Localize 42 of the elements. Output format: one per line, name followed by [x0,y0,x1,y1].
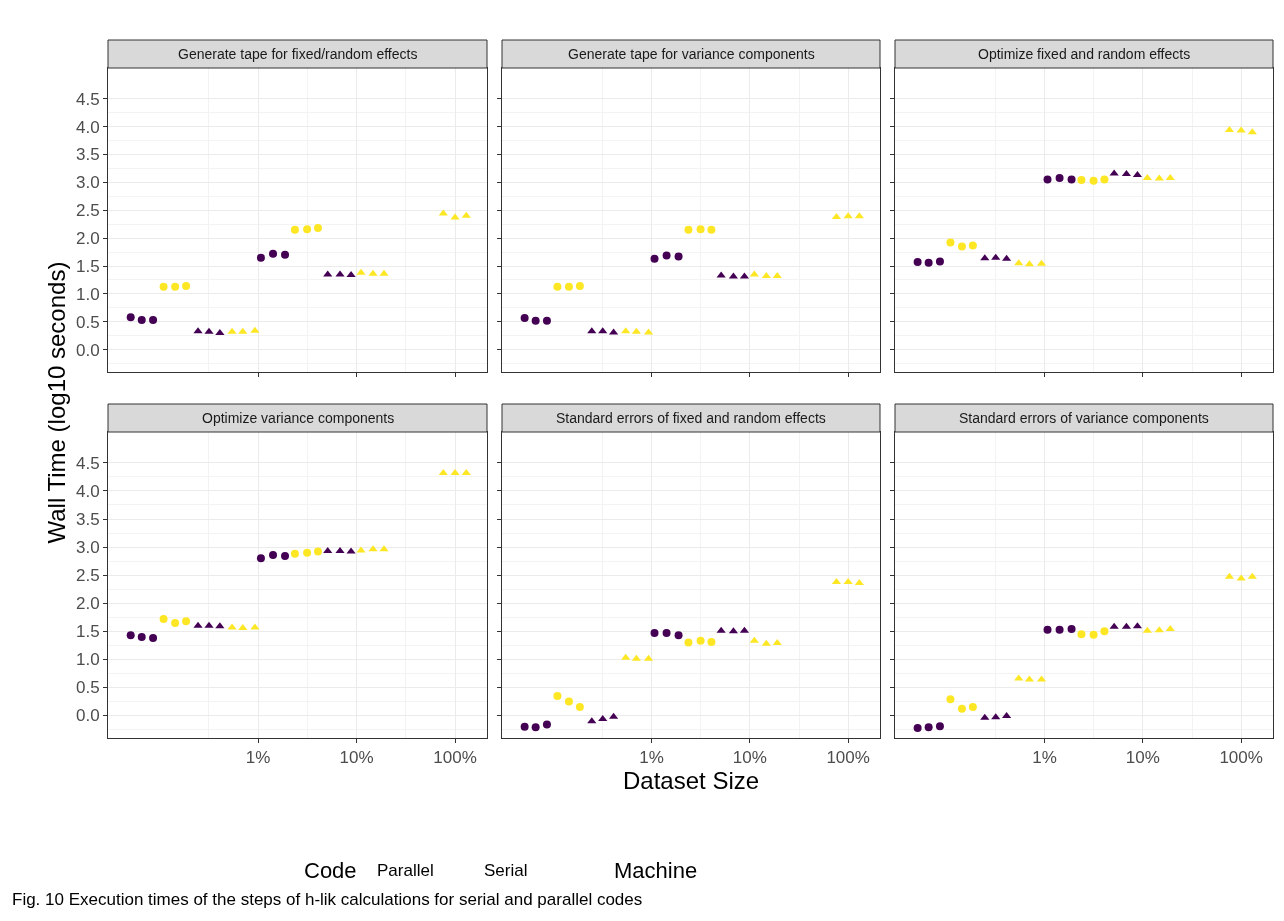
y-tick-label: 1.0 [75,284,100,304]
chart-title: Optimize variance components [202,410,395,426]
y-tick-label: 2.0 [75,594,100,614]
y-axis-title: Wall Time (log10 seconds) [42,261,70,544]
y-tick-label: 4.0 [75,117,100,137]
x-tick-label: 1% [245,748,271,768]
chart-title: Standard errors of fixed and random effects [556,410,826,426]
x-tick-label: 1% [1032,748,1057,768]
chart-title: Generate tape for variance components [568,46,815,62]
x-tick-label: 10% [339,748,374,768]
text: Serial [484,861,528,880]
y-tick-label: 0.0 [75,340,100,360]
y-tick-label: 2.0 [75,229,100,249]
y-tick-label: 4.0 [75,481,100,501]
y-tick-label: 0.5 [75,312,100,332]
y-tick-label: 1.5 [75,256,100,276]
y-tick-label: 1.0 [75,650,100,670]
y-tick-label: 3.0 [75,538,100,558]
x-tick-label: 100% [433,748,477,768]
y-tick-label: 0.0 [75,706,100,726]
x-tick-label: 10% [1125,748,1160,768]
y-tick-label: 3.0 [75,173,100,193]
y-tick-label: 4.5 [75,453,100,473]
y-tick-label: 1.5 [75,622,100,642]
y-tick-label: 4.5 [75,89,100,109]
y-tick-label: 3.5 [75,509,100,529]
text: Parallel [377,861,434,880]
x-axis-title: Dataset Size [623,767,760,794]
y-tick-label: 2.5 [75,201,100,221]
x-tick-label: 1% [639,748,664,768]
text: Machine [614,858,698,883]
caption: Fig. 10 Execution times of the steps of h-lik calculations for serial and parallel codes [12,890,643,909]
chart-title: Optimize fixed and random effects [978,46,1191,62]
x-tick-label: 100% [1219,748,1263,768]
y-tick-label: 2.5 [75,566,100,586]
text: Code [304,858,357,883]
x-tick-label: 100% [826,748,870,768]
chart-title: Standard errors of variance components [959,410,1209,426]
chart-title: Generate tape for fixed/random effects [178,46,418,62]
x-tick-label: 10% [732,748,767,768]
y-tick-label: 0.5 [75,678,100,698]
y-tick-label: 3.5 [75,145,100,165]
